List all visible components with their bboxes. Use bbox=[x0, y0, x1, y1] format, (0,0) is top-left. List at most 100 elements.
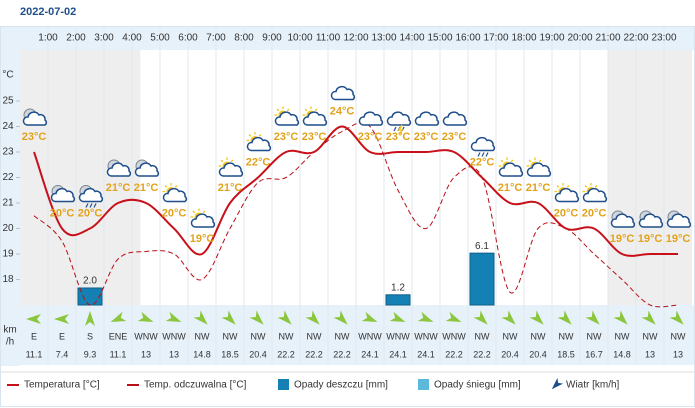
weather-icon bbox=[302, 106, 328, 126]
wind-direction: WNW bbox=[134, 331, 158, 341]
wind-direction: NW bbox=[615, 331, 630, 341]
temp-label: 23°C bbox=[302, 131, 327, 143]
temp-label: 21°C bbox=[218, 182, 243, 194]
wind-direction: NW bbox=[559, 331, 574, 341]
weather-icon bbox=[106, 159, 132, 177]
rain-label: 2.0 bbox=[83, 276, 97, 287]
wind-direction: NW bbox=[251, 331, 266, 341]
wind-arrow bbox=[389, 311, 406, 323]
rain-label: 1.2 bbox=[391, 282, 405, 293]
weather-icon bbox=[162, 183, 188, 203]
legend-label: Temperatura [°C] bbox=[24, 380, 100, 391]
weather-icon bbox=[22, 108, 48, 126]
wind-arrow bbox=[26, 314, 41, 324]
wind-arrow bbox=[137, 311, 154, 323]
wind-speed: 18.5 bbox=[557, 349, 575, 359]
hour-label: 10:00 bbox=[287, 33, 312, 44]
rain-drop bbox=[485, 152, 489, 157]
wind-arrow bbox=[249, 310, 264, 325]
sun-ray bbox=[528, 159, 532, 163]
wind-speed: 22.2 bbox=[277, 349, 295, 359]
wind-direction: S bbox=[87, 331, 93, 341]
rain-bar bbox=[385, 294, 411, 306]
legend-label: Wiatr [km/h] bbox=[566, 380, 620, 391]
wind-arrow bbox=[557, 310, 572, 325]
cloud bbox=[190, 213, 216, 228]
weather-icon bbox=[218, 157, 244, 177]
wind-speed: 13 bbox=[673, 349, 683, 359]
legend-swatch bbox=[418, 379, 429, 390]
wind-arrow bbox=[54, 314, 69, 324]
sun-ray bbox=[584, 185, 588, 188]
wind-arrow bbox=[221, 310, 236, 325]
date: 2022-07-02 bbox=[20, 6, 76, 18]
wind-speed: 7.4 bbox=[56, 349, 69, 359]
sun-ray bbox=[220, 159, 224, 163]
sun-ray bbox=[174, 185, 178, 188]
wind-direction: WNW bbox=[358, 331, 382, 341]
wind-arrow bbox=[613, 310, 628, 325]
wind-speed: 18.5 bbox=[221, 349, 239, 359]
hour-label: 20:00 bbox=[567, 33, 592, 44]
wind-direction: NW bbox=[475, 331, 490, 341]
hour-label: 4:00 bbox=[122, 33, 142, 44]
sun-ray bbox=[538, 159, 542, 163]
night-shade bbox=[20, 50, 141, 305]
hour-label: 11:00 bbox=[316, 33, 341, 44]
series-line bbox=[33, 125, 678, 257]
wind-speed: 13 bbox=[169, 349, 179, 359]
wind-speed: 11.1 bbox=[26, 349, 43, 359]
cloud bbox=[526, 162, 552, 177]
weather-icon bbox=[666, 210, 692, 228]
temp-label: 21°C bbox=[526, 182, 551, 194]
cloud bbox=[330, 85, 356, 101]
weather-icon bbox=[554, 183, 580, 203]
hour-label: 16:00 bbox=[455, 33, 480, 44]
cloud bbox=[554, 187, 580, 203]
wind-arrow bbox=[333, 310, 348, 325]
cloud bbox=[50, 187, 76, 203]
wind-direction: WNW bbox=[386, 331, 410, 341]
sun-ray bbox=[594, 185, 598, 188]
weather-icon bbox=[498, 157, 524, 177]
cloud bbox=[106, 162, 132, 177]
hour-label: 12:00 bbox=[343, 33, 368, 44]
temp-label: 23°C bbox=[414, 131, 439, 143]
cloud bbox=[638, 213, 664, 228]
wind-arrow bbox=[110, 311, 127, 323]
wind-speed: 22.2 bbox=[473, 349, 491, 359]
sun-ray bbox=[164, 185, 168, 188]
y-tick-label: 24 bbox=[2, 121, 14, 132]
wind-direction: WNW bbox=[414, 331, 438, 341]
wind-direction: NW bbox=[279, 331, 294, 341]
wind-direction: WNW bbox=[162, 331, 186, 341]
hour-label: 5:00 bbox=[150, 33, 170, 44]
wind-speed: 13 bbox=[141, 349, 151, 359]
sun-ray bbox=[566, 185, 570, 188]
weather-icon bbox=[610, 210, 636, 228]
wind-arrow bbox=[445, 311, 462, 323]
sun-ray bbox=[500, 159, 504, 163]
weather-icon bbox=[582, 183, 608, 203]
cloud bbox=[470, 136, 496, 152]
hour-label: 7:00 bbox=[206, 33, 226, 44]
weather-icon bbox=[330, 85, 356, 101]
temp-label: 20°C bbox=[50, 207, 75, 219]
sun-ray bbox=[510, 159, 514, 163]
hour-label: 8:00 bbox=[234, 33, 254, 44]
hour-label: 18:00 bbox=[511, 33, 536, 44]
wind-speed: 14.8 bbox=[193, 349, 211, 359]
wind-arrow bbox=[165, 311, 182, 323]
y-tick-label: 19 bbox=[2, 249, 14, 260]
wind-direction: NW bbox=[587, 331, 602, 341]
wind-speed: 11.1 bbox=[110, 349, 127, 359]
cloud bbox=[22, 111, 48, 126]
cloud bbox=[498, 162, 524, 177]
cloud bbox=[218, 162, 244, 177]
hour-label: 22:00 bbox=[623, 33, 648, 44]
temp-label: 19°C bbox=[638, 233, 663, 245]
sun-ray bbox=[556, 185, 560, 188]
temp-label: 20°C bbox=[162, 207, 187, 219]
wind-arrow bbox=[277, 310, 292, 325]
